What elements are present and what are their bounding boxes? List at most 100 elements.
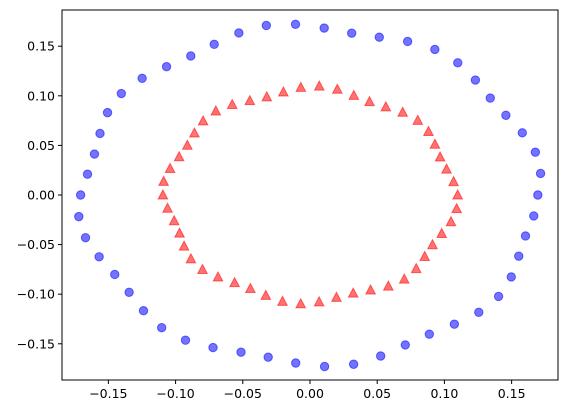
triangle-point: [164, 162, 176, 173]
circle-point: [290, 19, 301, 29]
triangle-point: [244, 282, 256, 294]
triangle-point: [445, 215, 457, 227]
triangle-point: [295, 81, 307, 92]
circle-point: [110, 269, 120, 280]
circle-point: [529, 211, 539, 221]
x-tick-label: −0.10: [156, 386, 194, 401]
triangle-point: [244, 94, 256, 106]
triangle-point: [422, 125, 435, 136]
ticks-layer: −0.15 −0.10 −0.05 0.00 0.05 0.10 0.15 −0.15 −0.1…: [17, 39, 526, 401]
circle-point: [89, 149, 100, 159]
circle-point: [470, 75, 481, 85]
circle-point: [535, 168, 546, 179]
triangle-point: [348, 89, 360, 100]
x-tick-label: 0.00: [296, 386, 324, 401]
circle-point: [374, 32, 384, 42]
triangle-point: [276, 295, 289, 306]
circle-point: [234, 28, 244, 38]
triangle-point: [178, 240, 190, 251]
triangle-point: [412, 114, 424, 125]
triangle-point: [451, 202, 463, 214]
triangle-point: [157, 188, 169, 200]
circle-point: [430, 44, 440, 55]
triangle-point: [260, 289, 272, 300]
circle-point: [319, 23, 329, 33]
circle-point: [533, 190, 543, 200]
y-tick-label: 0.00: [27, 188, 55, 203]
triangle-point: [173, 150, 185, 162]
circle-point: [95, 128, 105, 139]
circle-point: [400, 340, 410, 350]
triangle-point: [330, 291, 343, 302]
circle-point: [520, 231, 531, 241]
y-tick-label: 0.15: [27, 39, 55, 54]
triangle-point: [436, 227, 448, 238]
circle-point: [348, 359, 359, 369]
circle-point: [75, 190, 86, 200]
circle-point: [94, 252, 104, 262]
triangle-point: [440, 163, 453, 174]
circle-point: [80, 232, 91, 243]
circle-point: [209, 39, 219, 50]
circle-point: [82, 169, 93, 179]
circle-point: [186, 51, 196, 61]
circle-point: [180, 335, 191, 345]
triangle-point: [212, 270, 224, 282]
circle-point: [138, 306, 149, 316]
circle-point: [530, 147, 541, 157]
triangle-point: [277, 85, 289, 97]
triangle-point: [429, 138, 441, 149]
circle-point: [124, 287, 134, 297]
y-tick-label: −0.10: [17, 287, 55, 302]
points-layer: [74, 19, 546, 372]
y-tick-label: −0.15: [17, 336, 55, 351]
circle-point: [74, 211, 84, 222]
triangle-point: [313, 80, 325, 91]
triangle-point: [397, 106, 409, 117]
triangle-point: [210, 104, 222, 116]
circle-point: [506, 272, 516, 282]
circle-point: [291, 358, 301, 368]
triangle-point: [410, 262, 422, 274]
triangle-point: [331, 83, 343, 94]
triangle-point: [382, 280, 394, 291]
triangle-point: [419, 250, 431, 261]
circle-point: [474, 307, 484, 318]
triangle-point: [158, 175, 170, 186]
triangle-point: [229, 276, 241, 288]
circle-point: [485, 93, 495, 103]
triangle-point: [295, 297, 307, 309]
y-tick-label: 0.10: [27, 88, 55, 103]
triangle-point: [347, 287, 359, 298]
triangle-point: [426, 238, 439, 250]
circle-point: [263, 352, 273, 362]
circle-point: [424, 329, 435, 339]
triangle-point: [313, 295, 325, 307]
circle-point: [102, 107, 113, 118]
circle-point: [501, 110, 511, 120]
circle-point: [375, 351, 386, 361]
triangle-point: [448, 175, 460, 187]
triangle-point: [226, 98, 238, 110]
triangle-point: [380, 100, 392, 112]
triangle-point: [161, 202, 174, 213]
circle-point: [347, 28, 357, 38]
triangle-point: [196, 263, 209, 275]
circle-point: [402, 36, 413, 47]
x-tick-label: −0.15: [89, 386, 127, 401]
y-tick-label: 0.05: [27, 138, 55, 153]
x-tick-label: 0.10: [430, 386, 458, 401]
circle-point: [319, 361, 330, 372]
triangle-point: [185, 252, 197, 264]
circle-point: [261, 20, 272, 31]
x-tick-label: 0.15: [498, 386, 526, 401]
circle-point: [449, 319, 460, 329]
circle-point: [493, 291, 504, 302]
circle-point: [116, 88, 127, 99]
triangle-point: [452, 188, 464, 200]
triangle-point: [173, 227, 186, 238]
circle-point: [137, 73, 147, 84]
triangle-point: [188, 126, 201, 138]
circle-point: [156, 322, 167, 333]
